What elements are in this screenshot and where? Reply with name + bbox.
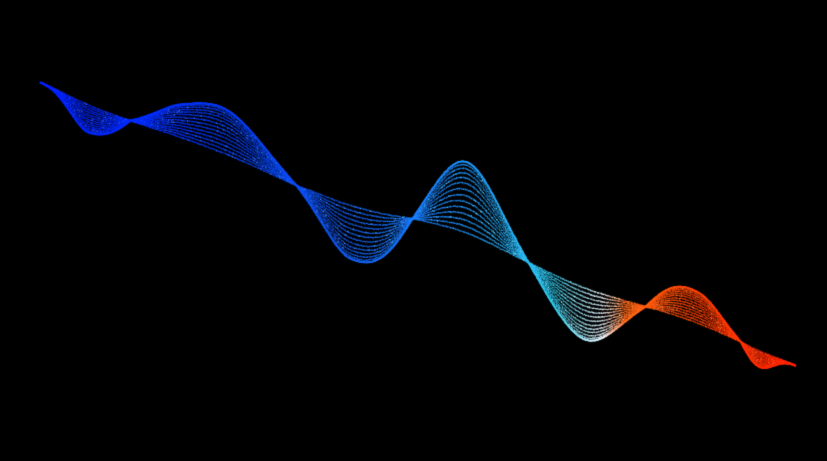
wave-plot-canvas (0, 0, 827, 461)
figure-stage (0, 0, 827, 461)
